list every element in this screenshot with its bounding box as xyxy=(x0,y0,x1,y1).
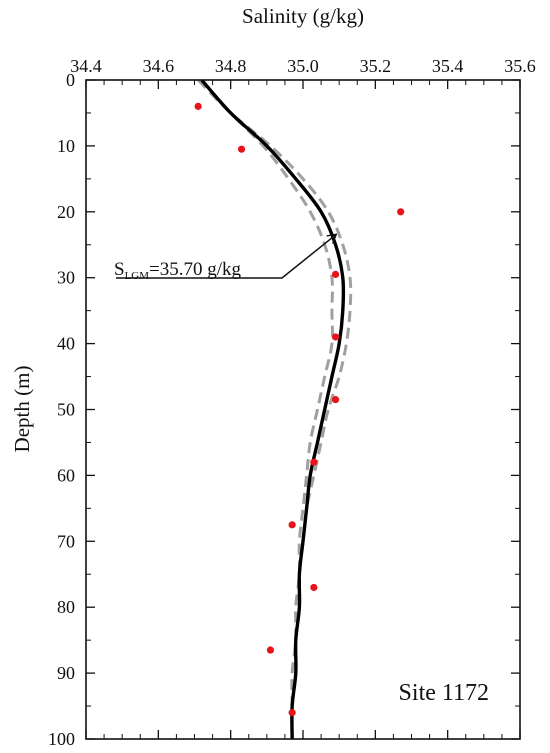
x-tick-label: 34.8 xyxy=(215,56,247,76)
data-point xyxy=(331,333,340,341)
x-tick-label: 35.6 xyxy=(504,56,536,76)
annotation-label: SLGM=35.70 g/kg xyxy=(114,259,242,282)
plot-frame xyxy=(85,79,521,740)
data-point xyxy=(288,521,296,529)
data-point xyxy=(310,458,318,466)
annotation-arrow xyxy=(116,235,336,279)
y-tick-label: 90 xyxy=(57,663,75,683)
data-point xyxy=(237,145,246,153)
y-tick-label: 100 xyxy=(48,729,75,749)
site-label: Site 1172 xyxy=(399,680,489,706)
curves xyxy=(197,80,353,739)
salinity-profile-curve xyxy=(200,80,346,739)
dashed-bound-curve-2 xyxy=(200,80,334,739)
y-axis-title: Depth (m) xyxy=(10,366,34,453)
y-tick-label: 50 xyxy=(57,400,75,420)
y-tick-label: 40 xyxy=(57,334,75,354)
data-point xyxy=(310,583,318,592)
x-tick-label: 35.0 xyxy=(287,56,319,76)
y-tick-label: 10 xyxy=(57,136,75,156)
y-axis-ticks: 0 10 20 30 40 50 60 70 80 90 100 xyxy=(48,70,520,749)
y-tick-label: 30 xyxy=(57,268,75,288)
x-tick-label: 35.2 xyxy=(360,56,392,76)
data-point xyxy=(288,709,296,717)
x-tick-label: 34.4 xyxy=(70,56,102,76)
y-tick-label: 80 xyxy=(57,597,75,617)
x-axis-ticks: 34.4 34.6 34.8 35.0 35.2 35.4 35.6 xyxy=(70,56,536,739)
data-point xyxy=(331,396,340,404)
data-point xyxy=(266,646,275,654)
x-tick-label: 35.4 xyxy=(432,56,464,76)
y-tick-label: 0 xyxy=(66,70,75,90)
data-point xyxy=(331,270,340,279)
x-axis-title: Salinity (g/kg) xyxy=(242,4,364,28)
y-tick-label: 70 xyxy=(57,531,75,551)
y-tick-label: 60 xyxy=(57,465,75,485)
data-point xyxy=(194,102,202,110)
annotation: SLGM=35.70 g/kg xyxy=(114,235,336,282)
y-tick-label: 20 xyxy=(57,202,75,222)
dashed-bound-curve-1 xyxy=(197,80,353,739)
data-points xyxy=(194,102,405,717)
data-point xyxy=(397,208,405,216)
x-tick-label: 34.6 xyxy=(143,56,175,76)
